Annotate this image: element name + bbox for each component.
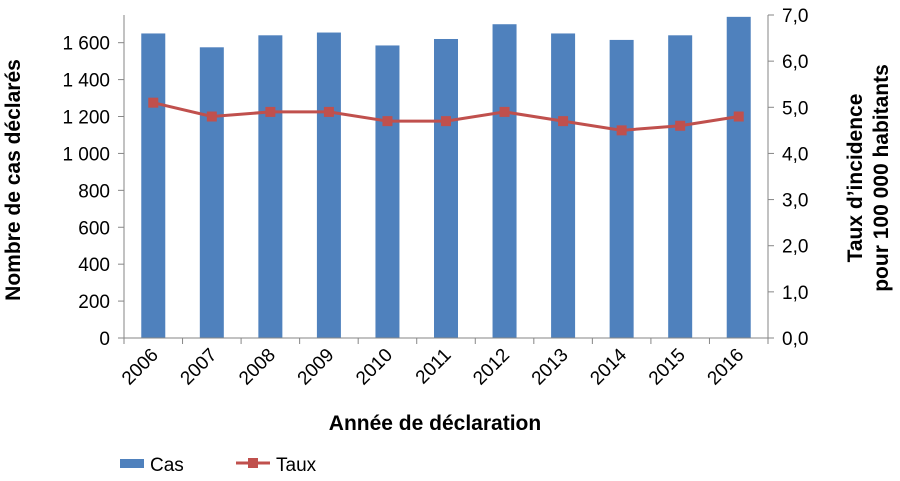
- y2-tick-label: 3,0: [782, 191, 808, 212]
- legend-taux-marker: [248, 458, 258, 468]
- bar-cas-2014: [609, 39, 634, 338]
- y-tick-label: 1 600: [62, 34, 110, 55]
- y2-tick-label: 6,0: [782, 52, 808, 73]
- marker-taux-2010: [382, 116, 393, 127]
- axes-layer: [123, 15, 769, 339]
- bar-cas-2010: [375, 45, 400, 338]
- x-tick-label: 2006: [118, 345, 163, 390]
- y-tick-label: 600: [78, 218, 110, 239]
- marker-taux-2016: [733, 111, 744, 122]
- x-tick-label: 2010: [352, 345, 397, 390]
- x-axis-title: Année de déclaration: [329, 412, 541, 435]
- bar-cas-2012: [492, 24, 517, 338]
- y-tick-label: 0: [99, 329, 110, 350]
- x-tick-label: 2008: [235, 345, 280, 390]
- marker-taux-2006: [148, 97, 159, 108]
- marker-taux-2009: [323, 106, 334, 117]
- bar-cas-2015: [668, 35, 693, 338]
- y2-axis-title-line1: Taux d’incidence: [844, 94, 867, 263]
- x-tick-label: 2013: [528, 345, 573, 390]
- bar-cas-2009: [316, 32, 341, 338]
- marker-taux-2014: [616, 125, 627, 136]
- y-tick-label: 1 200: [62, 108, 110, 129]
- marker-taux-2012: [499, 106, 510, 117]
- x-tick-label: 2007: [177, 345, 222, 390]
- marker-taux-2015: [675, 120, 686, 131]
- bar-cas-2013: [551, 33, 576, 338]
- marker-taux-2007: [206, 111, 217, 122]
- bar-cas-2008: [258, 35, 283, 338]
- bars-layer: [141, 16, 751, 339]
- y2-tick-label: 7,0: [782, 6, 808, 27]
- y2-tick-label: 2,0: [782, 237, 808, 258]
- x-tick-label: 2011: [412, 345, 456, 389]
- y-tick-label: 1 400: [62, 71, 110, 92]
- x-tick-label: 2012: [469, 345, 514, 390]
- y2-tick-label: 1,0: [782, 283, 808, 304]
- y-tick-label: 400: [78, 255, 110, 276]
- y2-tick-label: 0,0: [782, 329, 808, 350]
- bar-cas-2007: [199, 47, 224, 339]
- bar-cas-2016: [726, 16, 751, 339]
- y2-tick-label: 5,0: [782, 98, 808, 119]
- y2-axis-title-line2: pour 100 000 habitants: [870, 64, 893, 292]
- bar-cas-2011: [434, 38, 458, 338]
- y-tick-label: 800: [78, 181, 110, 202]
- marker-taux-2011: [441, 116, 451, 127]
- y-tick-label: 1 000: [62, 144, 110, 165]
- marker-taux-2008: [265, 106, 276, 117]
- marker-taux-2013: [558, 116, 569, 127]
- x-tick-label: 2014: [586, 344, 631, 389]
- legend-cas-swatch: [120, 459, 144, 468]
- legend-taux-label: Taux: [276, 455, 317, 476]
- x-tick-label: 2009: [294, 345, 339, 390]
- bar-cas-2006: [141, 33, 166, 338]
- y2-tick-label: 4,0: [782, 144, 808, 165]
- legend: Cas Taux: [120, 455, 317, 476]
- y-tick-label: 200: [78, 292, 110, 313]
- line-layer: [148, 97, 744, 136]
- legend-cas-label: Cas: [150, 455, 184, 476]
- y-axis-title: Nombre de cas déclarés: [2, 59, 25, 301]
- x-tick-label: 2016: [704, 345, 749, 390]
- x-tick-label: 2015: [645, 345, 690, 390]
